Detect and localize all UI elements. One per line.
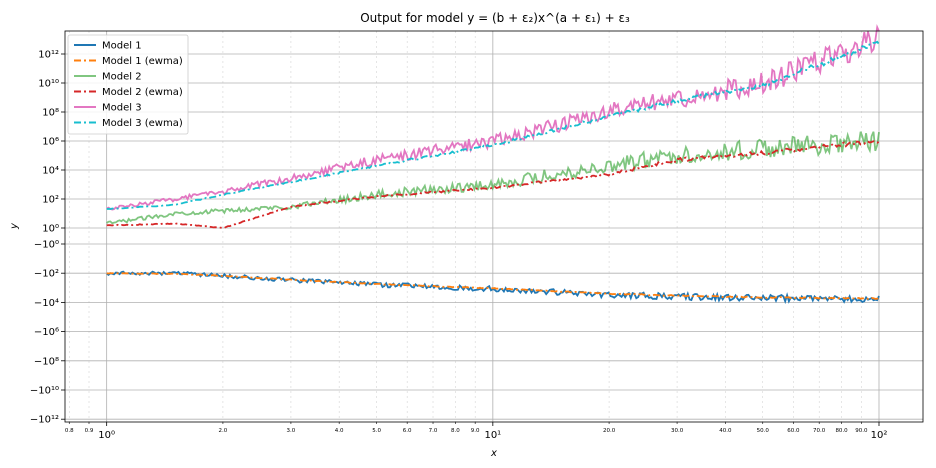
series-line-model-2 [106, 131, 880, 225]
chart-title: Output for model y = (b + ε₂)x^(a + ε₁) … [360, 11, 630, 25]
legend: Model 1 Model 1 (ewma) Model 2 Model 2 (ewm… [67, 34, 189, 135]
x-minor-tick-label: 6.0 [403, 428, 412, 434]
series-layer [106, 24, 880, 305]
x-minor-tick-label: 0.9 [85, 428, 94, 434]
x-minor-tick-label: 8.0 [451, 428, 460, 434]
y-axis-ticks: 10¹² 10¹⁰ 10⁸ 10⁶ 10⁴ 10² 10⁰ −10⁰ −10² −10⁴ −10⁶ −… [30, 50, 65, 426]
legend-label: Model 1 [102, 41, 142, 52]
series-line-model-2-ewma [106, 140, 880, 229]
x-minor-tick-label: 3.0 [287, 428, 296, 434]
x-axis-ticks: 10⁰ 10¹ 10² 0.8 0.9 2.0 3.0 4.0 5.0 6.0 7.0 8.0 9.0 2… [65, 422, 887, 441]
y-tick-label: −10² [34, 269, 59, 280]
y-axis-label: y [9, 222, 20, 230]
y-tick-label: 10¹² [38, 50, 59, 61]
y-tick-label: 10² [42, 195, 59, 206]
x-minor-tick-label: 30.0 [671, 428, 684, 434]
y-tick-label: −10⁰ [34, 240, 59, 251]
series-line-model-1-ewma [106, 272, 879, 300]
x-minor-tick-label: 5.0 [372, 428, 381, 434]
x-minor-tick-label: 40.0 [719, 428, 732, 434]
y-tick-label: 10¹⁰ [38, 79, 59, 90]
x-minor-tick-label: 60.0 [787, 428, 800, 434]
x-minor-tick-label: 20.0 [603, 428, 616, 434]
y-tick-label: −10⁶ [34, 327, 59, 338]
plot-frame [64, 30, 924, 423]
x-minor-tick-label: 70.0 [813, 428, 826, 434]
x-major-tick-label: 10² [871, 430, 888, 441]
legend-label: Model 3 [102, 103, 142, 114]
legend-label: Model 2 [102, 72, 142, 83]
x-minor-tick-label: 7.0 [429, 428, 438, 434]
y-tick-label: −10⁸ [34, 356, 59, 367]
x-minor-tick-label: 4.0 [335, 428, 344, 434]
x-major-tick-label: 10¹ [484, 430, 501, 441]
y-tick-label: −10⁴ [34, 298, 59, 309]
y-tick-label: −10¹⁰ [30, 386, 59, 397]
y-tick-label: 10⁸ [42, 108, 59, 119]
y-tick-label: 10⁰ [42, 224, 59, 235]
legend-box [67, 34, 189, 135]
x-minor-tick-label: 9.0 [471, 428, 480, 434]
grid-lines [65, 31, 923, 422]
x-minor-tick-label: 90.0 [855, 428, 868, 434]
x-minor-tick-label: 80.0 [835, 428, 848, 434]
y-tick-label: 10⁶ [42, 137, 59, 148]
x-minor-tick-label: 0.8 [65, 428, 74, 434]
x-minor-tick-label: 50.0 [757, 428, 770, 434]
x-major-tick-label: 10⁰ [98, 430, 115, 441]
y-tick-label: −10¹² [30, 415, 59, 426]
legend-label: Model 1 (ewma) [102, 56, 183, 67]
legend-label: Model 3 (ewma) [102, 118, 183, 129]
series-line-model-3 [106, 24, 880, 211]
legend-label: Model 2 (ewma) [102, 87, 183, 98]
x-axis-label: x [490, 448, 497, 459]
x-minor-tick-label: 2.0 [219, 428, 228, 434]
y-tick-label: 10⁴ [42, 166, 59, 177]
